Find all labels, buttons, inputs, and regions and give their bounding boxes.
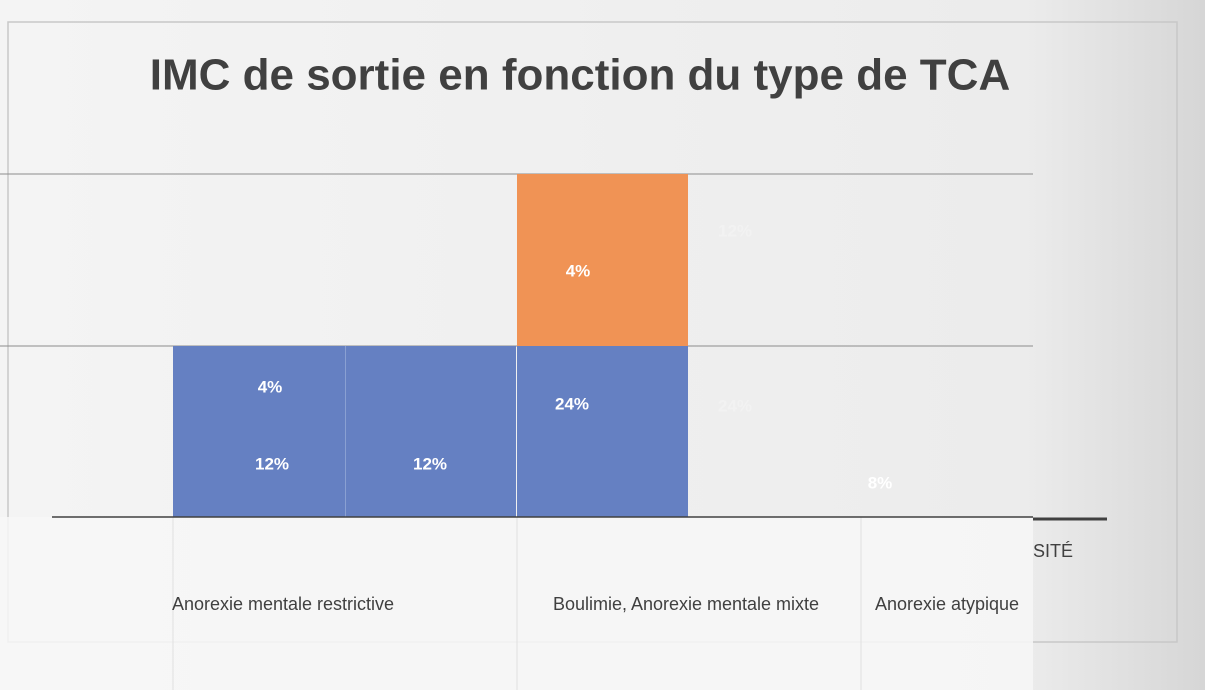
bar-segment: [173, 346, 345, 517]
data-label: 4%: [258, 377, 283, 396]
data-label: 12%: [255, 454, 289, 473]
text-fragment: SITÉ: [1033, 541, 1073, 561]
data-label: 8%: [868, 473, 893, 492]
data-label: 24%: [555, 394, 589, 413]
category-label: Anorexie atypique: [875, 594, 1019, 614]
bar-segment: [517, 346, 688, 517]
category-label: Anorexie mentale restrictive: [172, 594, 394, 614]
data-label: 4%: [566, 261, 591, 280]
bar-segment: [346, 346, 516, 517]
category-label: Boulimie, Anorexie mentale mixte: [553, 594, 819, 614]
chart-title: IMC de sortie en fonction du type de TCA: [150, 51, 1010, 100]
data-label: 12%: [413, 454, 447, 473]
data-label: 24%: [718, 396, 752, 415]
data-label: 12%: [718, 221, 752, 240]
bar-segment: [517, 174, 688, 346]
